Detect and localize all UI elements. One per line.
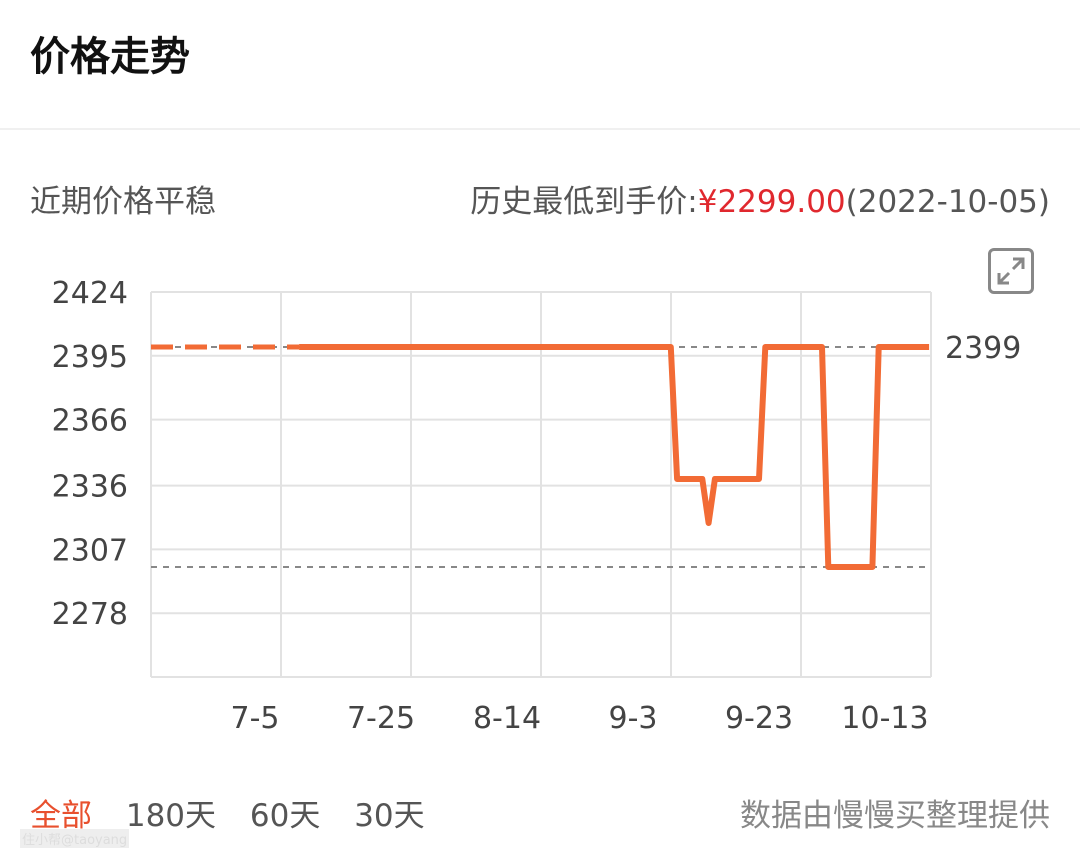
range-tabs: 全部 180天 60天 30天 (30, 790, 449, 835)
price-line (299, 344, 930, 570)
page-title: 价格走势 (30, 34, 190, 80)
lowest-date: (2022-10-05) (845, 184, 1050, 220)
lowest-price: ¥2299.00 (697, 184, 846, 220)
price-chart: 2424 2395 2366 2336 2307 2278 7-5 7-25 8-14 9-3 9-… (52, 276, 1022, 736)
y-tick-label: 2395 (52, 340, 128, 375)
lowest-label: 历史最低到手价: (470, 184, 698, 220)
watermark: 住小帮@taoyang (20, 829, 130, 848)
price-status: 近期价格平稳 (30, 184, 216, 220)
y-tick-label: 2278 (52, 597, 128, 632)
x-tick-label: 7-5 (231, 701, 280, 736)
divider (0, 128, 1080, 130)
x-tick-label: 8-14 (473, 701, 541, 736)
x-tick-label: 9-3 (609, 701, 658, 736)
tab-30-days[interactable]: 30天 (354, 798, 425, 834)
tab-180-days[interactable]: 180天 (125, 798, 217, 834)
y-tick-label: 2424 (52, 276, 128, 311)
x-tick-label: 7-25 (347, 701, 415, 736)
x-tick-label: 9-23 (725, 701, 793, 736)
expand-icon[interactable] (988, 248, 1034, 294)
lowest-price-info: 历史最低到手价:¥2299.00(2022-10-05) (470, 176, 1050, 221)
y-tick-label: 2366 (52, 404, 128, 439)
tab-60-days[interactable]: 60天 (249, 798, 321, 834)
y-tick-label: 2307 (52, 533, 128, 568)
x-tick-label: 10-13 (841, 701, 928, 736)
current-price-label: 2399 (945, 331, 1021, 366)
tab-all[interactable]: 全部 (30, 798, 92, 834)
data-source: 数据由慢慢买整理提供 (740, 798, 1050, 834)
y-tick-label: 2336 (52, 470, 128, 505)
